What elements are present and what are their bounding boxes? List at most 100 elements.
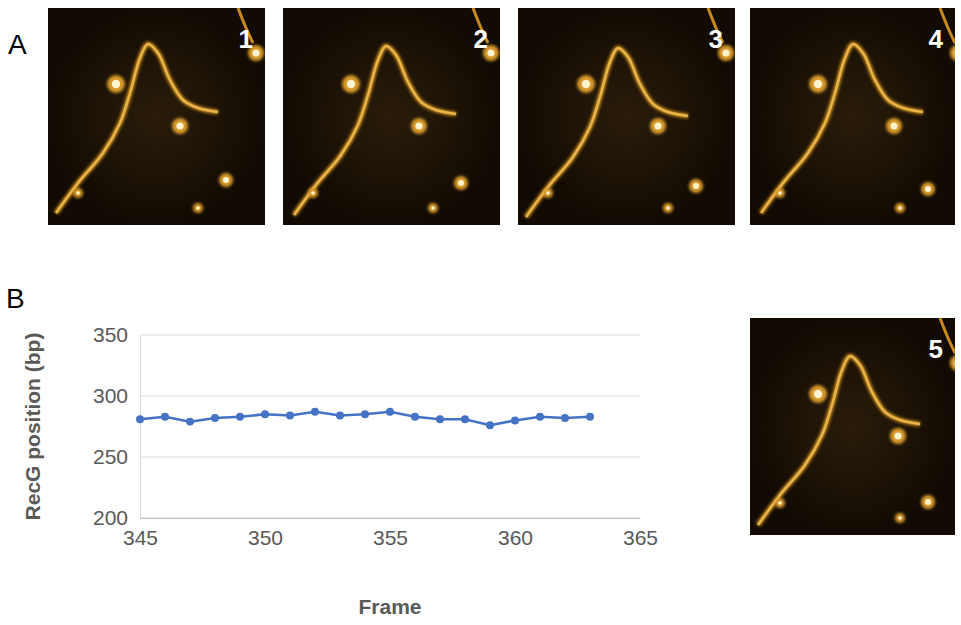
y-tick-label: 350 — [93, 323, 128, 346]
protein-glow — [454, 176, 468, 190]
x-tick: 345 — [123, 518, 158, 549]
afm-image: 4 — [750, 8, 961, 225]
x-tick-label: 350 — [248, 526, 283, 549]
series-point — [336, 412, 344, 420]
protein — [778, 191, 782, 195]
series-point — [211, 414, 219, 422]
series-point — [186, 418, 194, 426]
protein — [431, 206, 435, 210]
protein-glow — [650, 118, 666, 134]
series-point — [386, 408, 394, 416]
dna-strand-glow — [526, 48, 688, 217]
dna-strand — [294, 46, 456, 215]
protein-glow — [921, 182, 935, 196]
afm-image: 3 — [518, 8, 735, 225]
protein-glow — [950, 45, 955, 61]
protein — [925, 499, 931, 505]
series-point — [536, 413, 544, 421]
grid-line — [140, 457, 640, 458]
protein-glow — [428, 203, 438, 213]
protein-glow — [219, 173, 233, 187]
image-label: 5 — [929, 334, 943, 364]
protein-glow — [342, 75, 360, 93]
protein — [196, 206, 200, 210]
figure: 12345AB200250300350345350355360365RecG p… — [0, 0, 961, 625]
x-tick: 350 — [248, 518, 283, 549]
protein — [112, 80, 120, 88]
protein-glow — [193, 203, 203, 213]
image-label: 3 — [709, 24, 723, 54]
y-tick-label: 250 — [93, 445, 128, 468]
protein — [778, 501, 782, 505]
protein — [76, 191, 80, 195]
afm-image: 2 — [283, 8, 500, 225]
protein — [654, 122, 661, 129]
protein — [898, 206, 902, 210]
x-axis: 345 350 355 360 365 — [123, 518, 658, 549]
series-point — [136, 415, 144, 423]
series-point — [161, 413, 169, 421]
series-point — [286, 412, 294, 420]
protein — [890, 122, 897, 129]
series-point — [511, 416, 519, 424]
dna-strand — [56, 44, 218, 213]
y-tick: 350 — [93, 323, 140, 346]
x-tick-label: 360 — [498, 526, 533, 549]
y-tick: 300 — [93, 384, 140, 407]
image-label: 2 — [474, 24, 488, 54]
y-axis: 200250300350 — [93, 323, 141, 529]
protein-glow — [172, 118, 188, 134]
protein — [954, 359, 955, 366]
series-point — [586, 413, 594, 421]
image-background — [48, 8, 265, 225]
protein — [223, 177, 229, 183]
dna-strand-glow — [758, 356, 920, 525]
x-tick-label: 365 — [623, 526, 658, 549]
protein-glow — [543, 188, 553, 198]
grid-line — [140, 335, 640, 336]
series-point — [436, 415, 444, 423]
protein — [311, 191, 315, 195]
x-tick: 355 — [373, 518, 408, 549]
protein — [582, 80, 590, 88]
protein-glow — [886, 118, 902, 134]
grid — [140, 335, 640, 518]
protein — [954, 49, 955, 56]
x-axis-line — [141, 518, 641, 519]
protein-glow — [809, 75, 827, 93]
dna-strand-glow — [761, 44, 923, 213]
series-point — [486, 421, 494, 429]
protein — [925, 186, 931, 192]
image-background — [750, 8, 955, 225]
protein — [814, 80, 822, 88]
y-tick-label: 300 — [93, 384, 128, 407]
protein-glow — [950, 355, 955, 371]
series-point — [361, 410, 369, 418]
x-tick-label: 345 — [123, 526, 158, 549]
protein — [693, 183, 699, 189]
protein — [898, 516, 902, 520]
protein-glow — [577, 75, 595, 93]
image-label: 1 — [239, 24, 253, 54]
x-axis-title: Frame — [358, 595, 421, 618]
y-tick: 250 — [93, 445, 140, 468]
series-point — [261, 410, 269, 418]
protein-glow — [921, 495, 935, 509]
x-tick: 365 — [623, 518, 658, 549]
image-background — [518, 8, 735, 225]
afm-image-content — [283, 8, 500, 225]
protein — [722, 49, 729, 56]
afm-image-content — [750, 318, 955, 535]
protein-glow — [411, 118, 427, 134]
protein-glow — [73, 188, 83, 198]
series-point — [411, 413, 419, 421]
protein — [176, 122, 183, 129]
protein-glow — [689, 179, 703, 193]
afm-image: 1 — [48, 8, 265, 225]
protein — [814, 390, 822, 398]
protein-glow — [895, 513, 905, 523]
y-axis-line — [140, 336, 141, 519]
dna-strand — [758, 356, 920, 525]
protein — [894, 432, 901, 439]
protein-glow — [775, 188, 785, 198]
